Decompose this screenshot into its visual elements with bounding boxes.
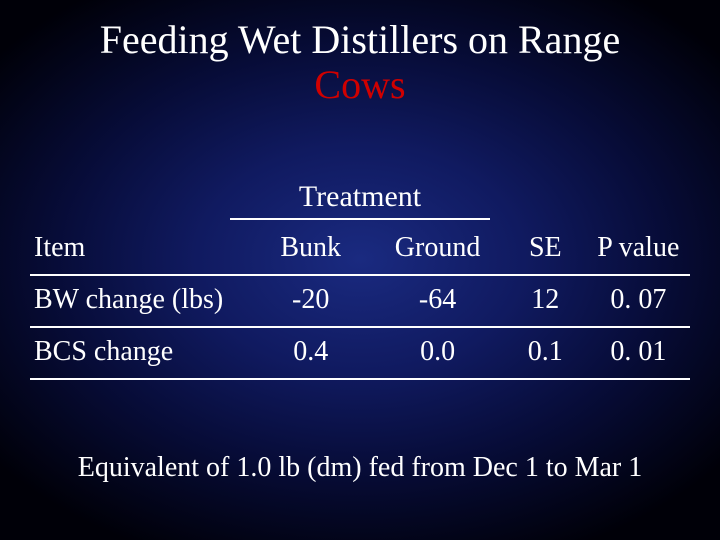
treatment-header-rule	[230, 218, 490, 220]
cell-p: 0. 07	[587, 275, 690, 327]
table-row: BCS change 0.4 0.0 0.1 0. 01	[30, 327, 690, 379]
slide: Feeding Wet Distillers on Range Cows Tre…	[0, 0, 720, 540]
slide-title: Feeding Wet Distillers on Range Cows	[0, 0, 720, 108]
cell-item: BCS change	[30, 327, 250, 379]
cell-p: 0. 01	[587, 327, 690, 379]
results-table: Item Bunk Ground SE P value BW change (l…	[30, 224, 690, 380]
cell-item: BW change (lbs)	[30, 275, 250, 327]
footnote: Equivalent of 1.0 lb (dm) fed from Dec 1…	[0, 452, 720, 484]
col-header-ground: Ground	[371, 224, 504, 275]
table-header-row: Item Bunk Ground SE P value	[30, 224, 690, 275]
col-header-bunk: Bunk	[250, 224, 371, 275]
col-header-p: P value	[587, 224, 690, 275]
col-header-item: Item	[30, 224, 250, 275]
col-header-se: SE	[504, 224, 587, 275]
cell-ground: -64	[371, 275, 504, 327]
cell-se: 0.1	[504, 327, 587, 379]
title-line-2: Cows	[314, 62, 405, 107]
cell-se: 12	[504, 275, 587, 327]
treatment-header-label: Treatment	[0, 180, 720, 214]
table-row: BW change (lbs) -20 -64 12 0. 07	[30, 275, 690, 327]
title-line-1: Feeding Wet Distillers on Range	[100, 17, 620, 62]
cell-bunk: 0.4	[250, 327, 371, 379]
cell-ground: 0.0	[371, 327, 504, 379]
cell-bunk: -20	[250, 275, 371, 327]
